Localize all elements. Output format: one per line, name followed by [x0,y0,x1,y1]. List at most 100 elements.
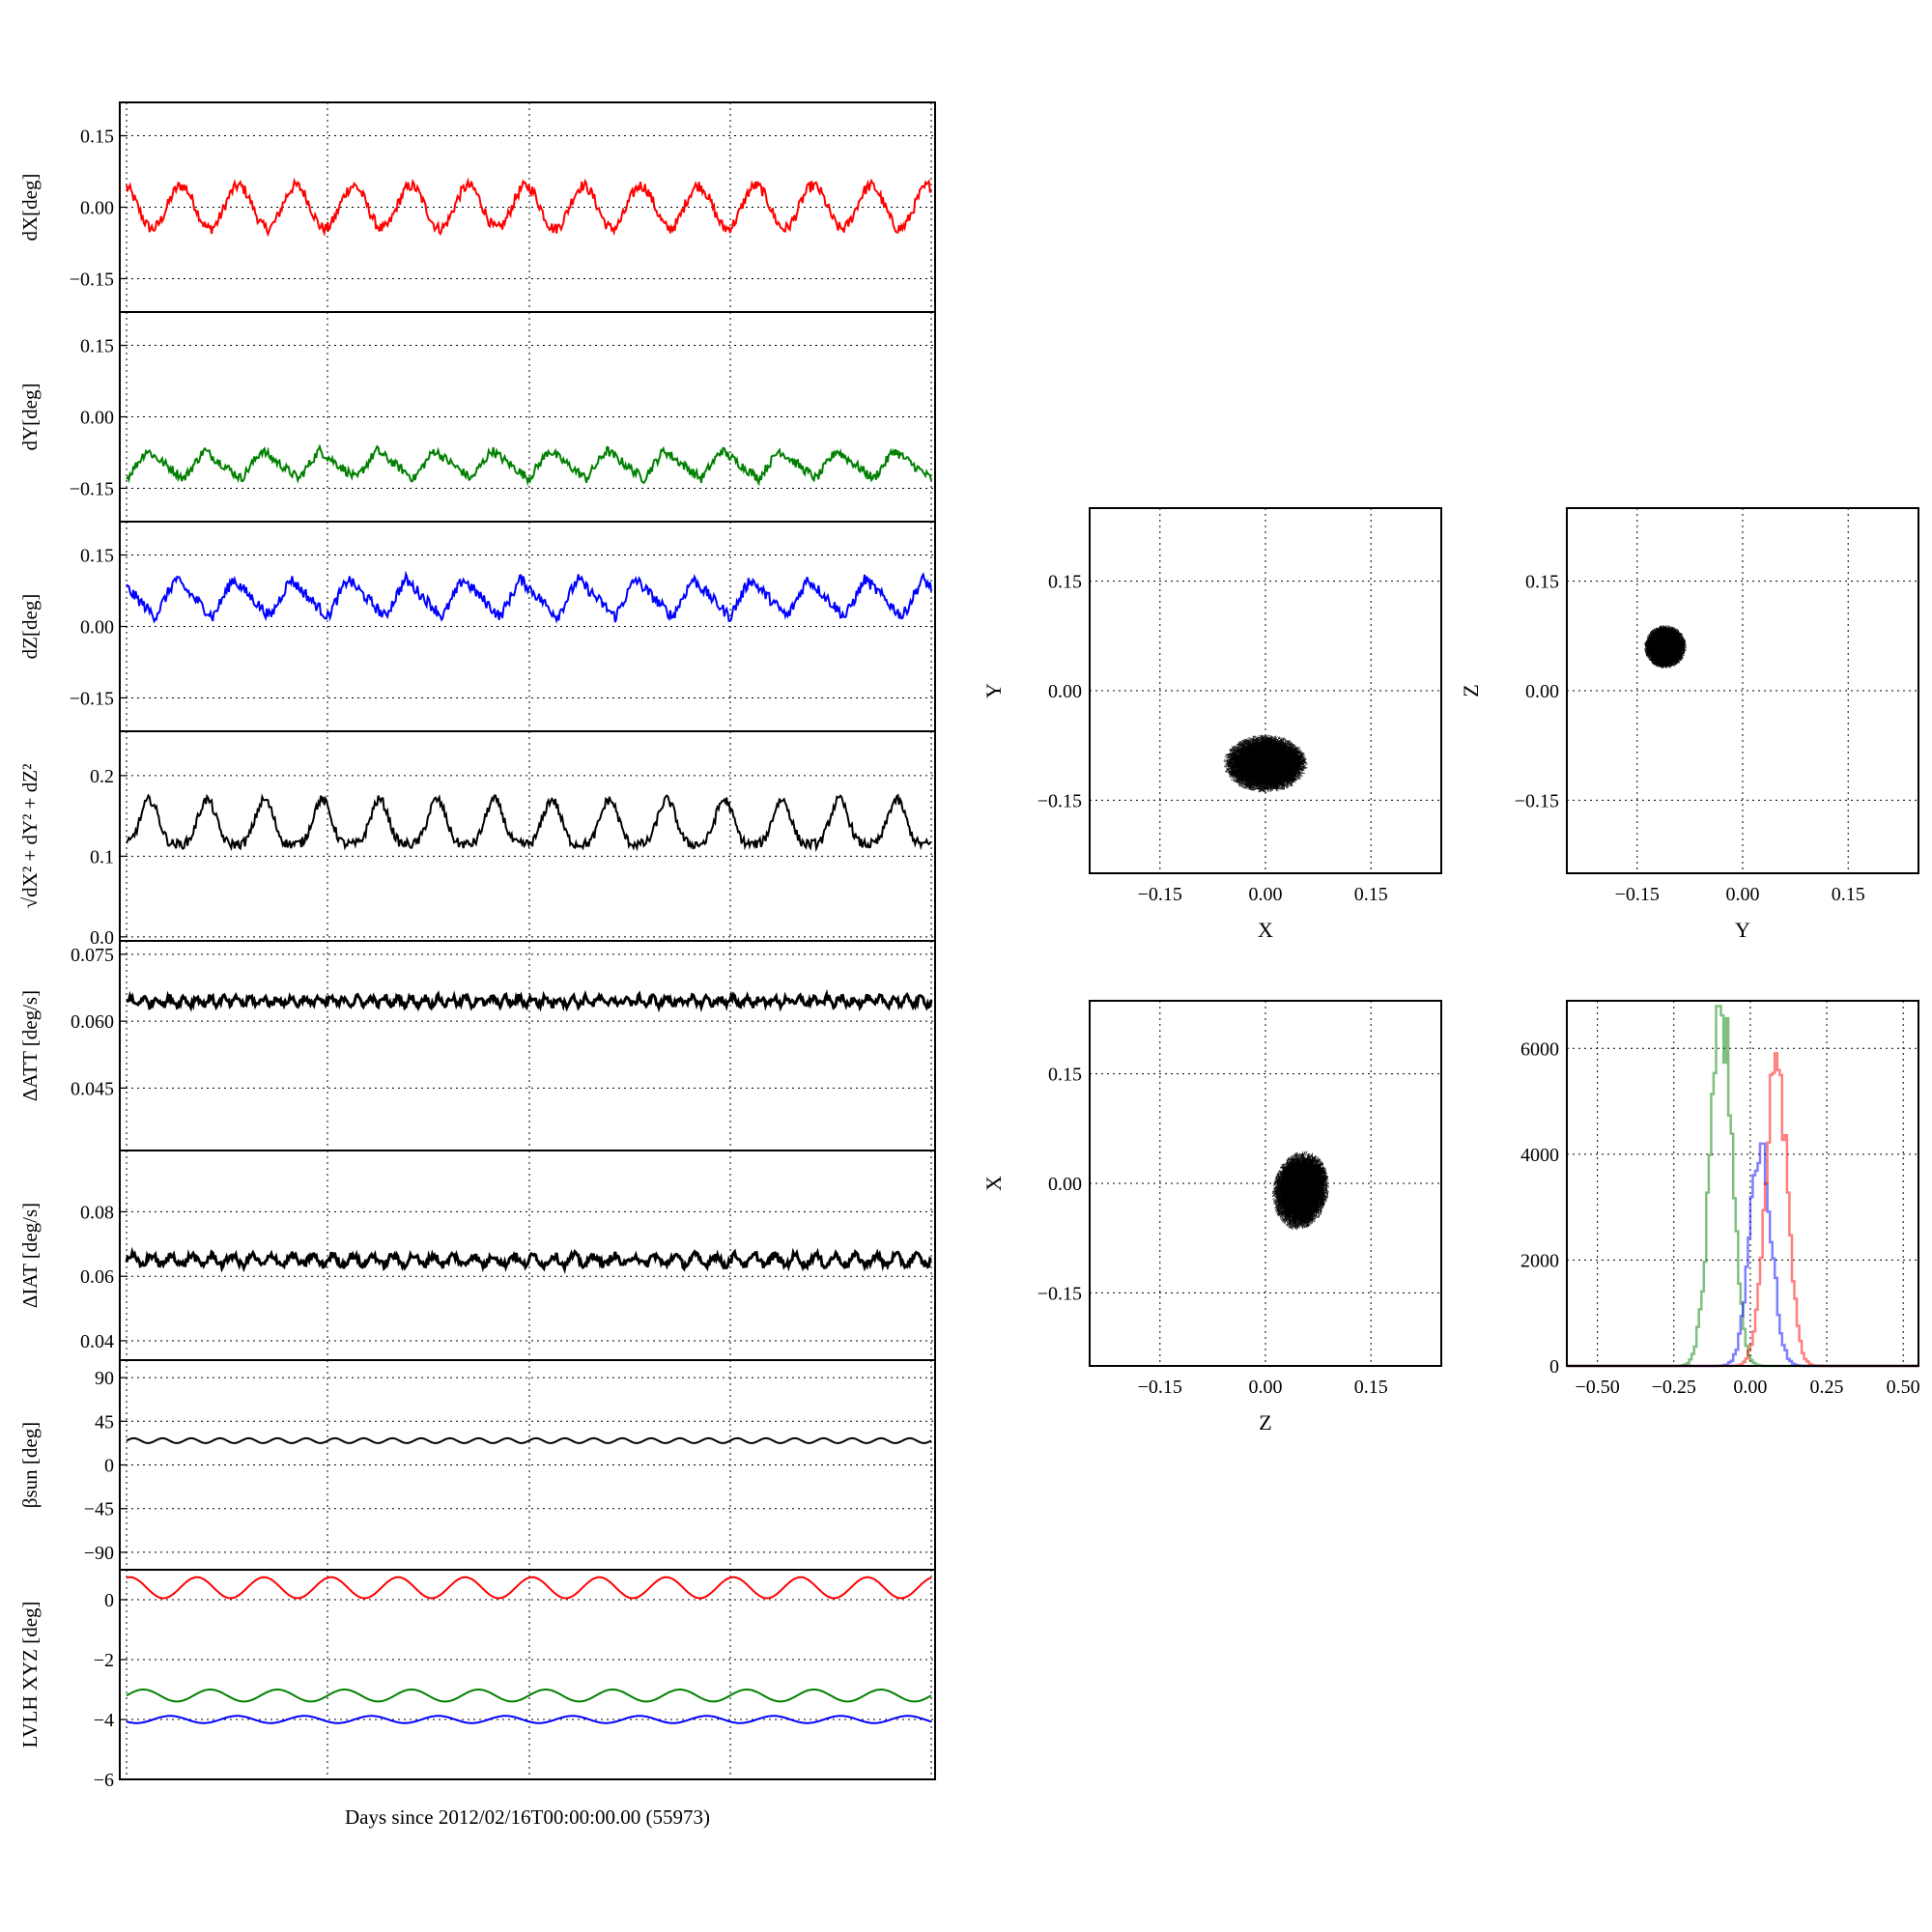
ylabel-lvlh: LVLH XYZ [deg] [18,1601,42,1747]
hist-series-1 [1567,1142,1919,1368]
ytick-label-1: 0.00 [80,198,114,219]
ytick-label-0: −0.15 [70,688,114,709]
ytick-label-0: −6 [94,1770,114,1791]
frame-yz [1566,507,1919,874]
xtick-label-0: −0.50 [1576,1377,1620,1398]
ytick-label-2: 0.15 [1525,572,1559,593]
series-lvlh-0 [126,1576,932,1600]
frame-hist [1566,1000,1919,1367]
ytick-label-0: −90 [84,1543,114,1564]
ylabel-beta: βsun [deg] [18,1422,42,1508]
panel-datt: 0.045 0.060 0.075 ΔATT [deg/s] [18,940,936,1151]
panel-dx: −0.15 0.00 0.15 dX[deg] [18,101,936,313]
ytick-label-2: 0.15 [80,336,114,357]
ytick-label-1: 0.00 [80,408,114,429]
panel-dy: −0.15 0.00 0.15 dY[deg] [18,311,936,523]
ylabel-dz: dZ[deg] [18,594,42,660]
ytick-label-1: 0.060 [71,1011,114,1033]
ytick-label-0: 0 [1549,1356,1559,1378]
xtick-label-2: 0.15 [1832,884,1865,905]
panel-beta: −90 −45 0 45 90 βsun [deg] [18,1359,936,1571]
ytick-label-1: −4 [94,1710,114,1731]
ytick-label-1: 0.1 [90,846,114,867]
ytick-label-0: −0.15 [1037,790,1082,811]
ytick-label-2: −2 [94,1650,114,1671]
ytick-label-2: 0.15 [1048,1065,1082,1086]
ytick-label-2: 4000 [1520,1145,1559,1166]
ytick-label-4: 90 [95,1368,114,1389]
ytick-label-0: −0.15 [70,478,114,499]
ytick-label-2: 0.08 [80,1202,114,1223]
panel-diat: 0.04 0.06 0.08 ΔIAT [deg/s] [18,1150,936,1361]
frame-datt [119,940,936,1151]
series-beta-0 [126,1436,932,1444]
panel-dz: −0.15 0.00 0.15 dZ[deg] [18,521,936,732]
series-datt-0 [126,988,933,1013]
ylabel-zx: X [981,1176,1006,1191]
frame-lvlh [119,1569,936,1780]
xtick-label-1: 0.00 [1249,884,1283,905]
ylabel-mag: √dX² + dY² + dZ² [18,764,42,909]
ytick-label-2: 0.15 [80,127,114,148]
ytick-label-0: −0.15 [1515,790,1559,811]
ytick-label-2: 0 [104,1456,114,1477]
ytick-label-0: 0.04 [80,1331,114,1352]
xtick-label-3: 0.25 [1810,1377,1844,1398]
ytick-label-2: 0.075 [71,945,114,966]
ytick-label-1: 0.00 [80,617,114,639]
xlabel-yz: Y [1735,918,1750,942]
ytick-label-3: 45 [95,1411,114,1433]
scatter-xy: −0.15 0.00 0.15 −0.15 0.00 0.15 X Y [981,507,1442,942]
ytick-label-1: 0.06 [80,1266,114,1288]
ylabel-diat: ΔIAT [deg/s] [18,1203,42,1308]
histogram-panel: −0.50 −0.25 0.00 0.25 0.50 0 2000 4000 6000 [1520,1000,1920,1398]
series-diat-0 [125,1246,933,1275]
ytick-label-2: 0.15 [80,546,114,567]
ytick-label-1: −45 [84,1499,114,1520]
xtick-label-2: 0.00 [1733,1377,1767,1398]
xtick-label-4: 0.50 [1887,1377,1920,1398]
panel-mag: 0.0 0.1 0.2 √dX² + dY² + dZ² [18,730,936,949]
panel-lvlh: −6 −4 −2 0 LVLH XYZ [deg] [18,1569,936,1791]
cloud-zx [1271,1151,1330,1231]
ylabel-datt: ΔATT [deg/s] [18,990,42,1101]
xtick-label-2: 0.15 [1354,884,1388,905]
ylabel-dx: dX[deg] [18,174,42,242]
ylabel-xy: Y [981,683,1006,698]
series-mag-0 [126,793,932,853]
scatter-yz: −0.15 0.00 0.15 −0.15 0.00 0.15 Y Z [1459,507,1919,942]
frame-zx [1089,1000,1442,1367]
series-dy-0 [126,443,932,487]
ytick-label-1: 0.00 [1048,1174,1082,1195]
xtick-label-0: −0.15 [1138,884,1182,905]
xtick-label-1: 0.00 [1726,884,1760,905]
series-dx-0 [126,177,932,238]
time-series-panels: −0.150.000.15dX[deg]−0.150.000.15dY[deg]… [18,101,936,1791]
scatter-panels: −0.15 0.00 0.15 −0.15 0.00 0.15 X Y −0.15 0.00 0.1… [981,507,1919,1435]
xtick-label-0: −0.15 [1138,1377,1182,1398]
cloud-yz [1643,624,1687,669]
ytick-label-1: 0.00 [1048,681,1082,702]
ytick-label-0: 0.045 [71,1078,114,1099]
ytick-label-1: 2000 [1520,1250,1559,1271]
ytick-label-2: 0.15 [1048,572,1082,593]
ytick-label-0: −0.15 [70,269,114,290]
xtick-label-1: −0.25 [1652,1377,1696,1398]
xlabel-xy: X [1258,918,1273,942]
series-dz-0 [126,570,932,624]
ytick-label-3: 6000 [1520,1038,1559,1060]
ylabel-yz: Z [1459,684,1483,696]
xlabel-zx: Z [1259,1410,1271,1435]
series-lvlh-2 [126,1715,932,1724]
xtick-label-0: −0.15 [1615,884,1660,905]
ytick-label-2: 0.2 [90,766,114,787]
ytick-label-0: 0.0 [90,927,114,949]
xtick-label-2: 0.15 [1354,1377,1388,1398]
scatter-zx: −0.15 0.00 0.15 −0.15 0.00 0.15 Z X [981,1000,1442,1435]
ytick-label-1: 0.00 [1525,681,1559,702]
ylabel-dy: dY[deg] [18,384,42,451]
ytick-label-3: 0 [104,1590,114,1611]
cloud-xy [1223,733,1309,794]
frame-mag [119,730,936,942]
